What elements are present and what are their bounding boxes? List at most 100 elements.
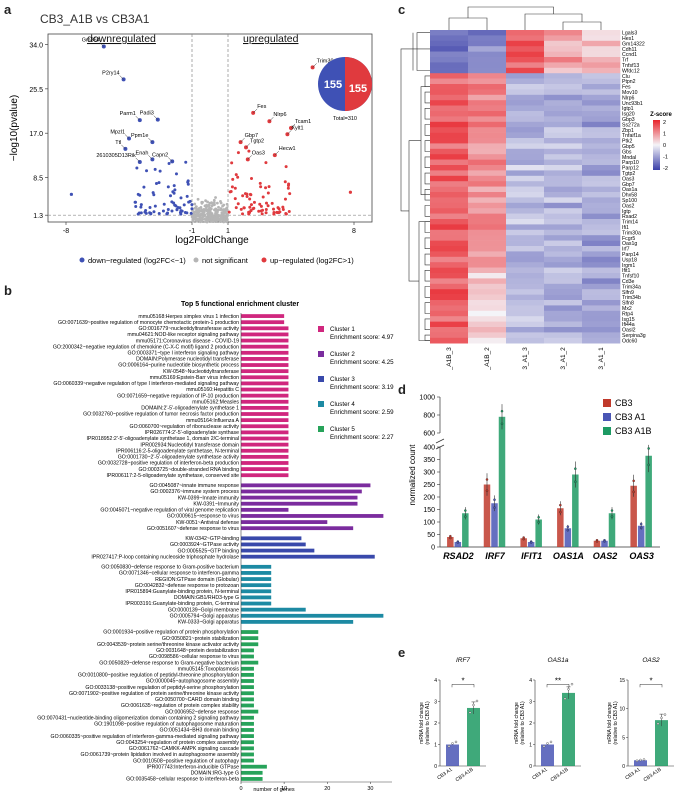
heatmap-cell <box>430 46 469 52</box>
heatmap-cell <box>582 294 621 301</box>
heatmap-cell <box>582 170 621 177</box>
qpcr-dot <box>639 758 642 762</box>
volcano-point-up <box>248 197 252 201</box>
heatmap-cell <box>506 138 545 144</box>
volcano-point-up <box>281 208 285 212</box>
heatmap-cell <box>506 121 545 128</box>
volcano-label-leader <box>269 117 274 122</box>
heatmap-cell <box>430 170 469 177</box>
volcano-point-ns <box>215 215 219 219</box>
enrichment-term-label: REGION:GTPase domain (Globular) <box>155 577 239 583</box>
heatmap-row-dendro-link <box>424 91 430 104</box>
volcano-point-ns <box>214 213 218 217</box>
volcano-point-ns <box>222 211 226 215</box>
volcano-gene-label: Capn2 <box>152 152 168 158</box>
heatmap-cell <box>468 316 507 322</box>
heatmap-cell <box>468 186 507 193</box>
nc-category-label: OAS1A <box>553 551 584 560</box>
qpcr-sig-star: * <box>649 676 652 685</box>
volcano-point-up <box>270 201 274 205</box>
volcano-xtick-label: 8 <box>352 228 356 235</box>
heatmap-row-dendro-link <box>424 334 430 341</box>
volcano-point-up <box>264 186 268 190</box>
heatmap-row-dendro-link <box>424 156 430 168</box>
heatmap-cell <box>544 219 583 225</box>
volcano-point-down <box>184 160 188 164</box>
heatmap-cell <box>582 251 621 258</box>
qpcr-ytick-label: 15 <box>619 678 625 684</box>
volcano-ytick-label: 25.5 <box>29 87 43 94</box>
heatmap-cell <box>468 273 507 279</box>
nc-category-label: RSAD2 <box>443 551 474 560</box>
nc-ytick-label: 600 <box>423 431 435 438</box>
heatmap-cell <box>430 165 469 171</box>
volcano-point-down <box>168 194 172 198</box>
heatmap-cell <box>430 40 469 47</box>
enrichment-bar <box>241 691 254 696</box>
volcano-point-ns <box>203 213 207 217</box>
volcano-label-leader <box>121 144 126 150</box>
volcano-point-down <box>185 211 189 215</box>
enrichment-term-label: DOMAIN:2'-5'-oligoadenylate synthetase 1 <box>141 406 239 412</box>
volcano-label-leader <box>148 137 153 143</box>
enrichment-legend-score: Enrichment score: 3.19 <box>330 384 394 391</box>
heatmap-cell <box>506 62 545 69</box>
volcano-point-ns <box>205 215 208 219</box>
nc-legend-label: CB3 A1 <box>615 412 646 422</box>
enrichment-bar <box>241 734 254 738</box>
heatmap-cell <box>468 132 507 139</box>
enrichment-bar <box>241 666 254 671</box>
enrichment-bar <box>241 412 289 416</box>
nc-dot <box>485 478 489 481</box>
enrichment-term-label: GO:0016779~nucleotidyltransferase activi… <box>139 326 240 332</box>
heatmap-gene-label: Tnfsf10 <box>622 274 639 280</box>
volcano-point-down <box>166 207 170 211</box>
enrichment-bar <box>241 338 289 343</box>
heatmap-cell <box>468 208 507 214</box>
nc-ytick-label: 250 <box>423 482 435 489</box>
qpcr-dot <box>542 745 546 748</box>
enrichment-bar <box>241 758 254 763</box>
enrichment-term-label: GO:0006164~purine nucleotide biosyntheti… <box>118 363 239 369</box>
volcano-point-ns <box>199 212 203 216</box>
heatmap-cell <box>544 332 583 339</box>
enrichment-bar <box>241 642 259 647</box>
enrichment-bar <box>241 548 315 553</box>
enrichment-term-label: DOMAIN:Polymerase nucleotidyl transferas… <box>136 357 239 363</box>
nc-dot <box>632 490 635 494</box>
heatmap-cell <box>430 197 469 204</box>
qpcr-ytick-label: 4 <box>529 678 532 684</box>
heatmap-cell <box>468 213 507 220</box>
nc-dot <box>603 540 606 543</box>
volcano-point-down <box>172 184 176 188</box>
qpcr-ytick-label: 10 <box>619 707 625 713</box>
heatmap-cell <box>506 321 545 328</box>
volcano-point-ns <box>200 217 204 220</box>
heatmap-cell <box>468 62 507 69</box>
enrichment-term-label: GO:0061739~protein lipidation involved i… <box>81 752 240 758</box>
heatmap-column-label: CB3_A1_1 <box>598 347 605 370</box>
heatmap-cell <box>582 202 621 209</box>
volcano-point-up <box>284 211 288 215</box>
nc-legend-label: CB3 A1B <box>615 426 652 436</box>
volcano-point-down <box>174 172 178 176</box>
heatmap-cell <box>544 175 583 182</box>
qpcr-dot <box>472 703 475 707</box>
volcano-point-down <box>162 202 166 206</box>
heatmap-cell <box>468 165 507 171</box>
enrichment-bar <box>241 399 289 404</box>
heatmap-gene-label: Parp14 <box>622 252 639 258</box>
volcano-section-down: downregulated <box>87 33 156 45</box>
heatmap-cell <box>468 159 507 166</box>
enrichment-bar <box>241 332 289 337</box>
volcano-point-ns <box>211 214 215 217</box>
enrichment-bar <box>241 536 302 541</box>
heatmap-row-dendro-link <box>424 270 430 282</box>
volcano-point-down <box>152 210 156 214</box>
nc-category-label: IFIT1 <box>521 551 542 560</box>
heatmap-cell <box>430 262 469 268</box>
volcano-point-ns <box>203 217 207 221</box>
heatmap-cell <box>582 51 621 58</box>
enrichment-term-label: IPR026774:2'-5'-oligoadenylate synthase <box>145 430 239 436</box>
volcano-point-ns <box>215 201 219 205</box>
